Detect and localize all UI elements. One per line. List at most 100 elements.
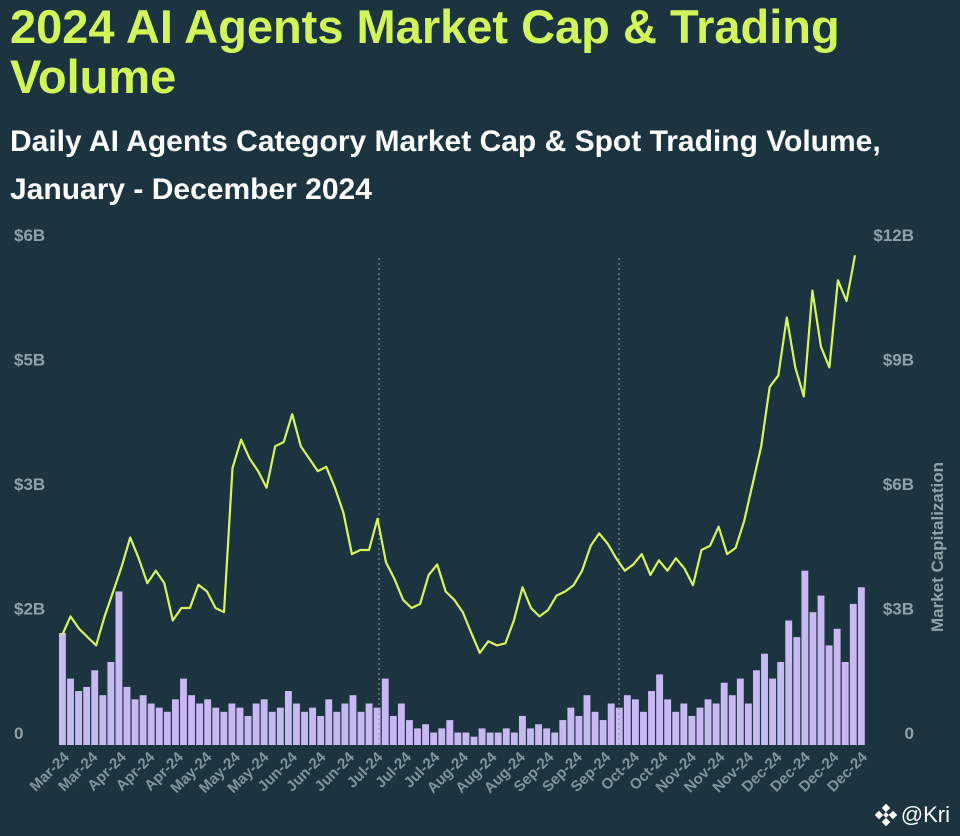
left-axis-tick: $2B (14, 600, 45, 619)
volume-bar (567, 707, 575, 745)
volume-bar (357, 711, 365, 745)
volume-bar (744, 703, 752, 745)
volume-bar (139, 695, 147, 745)
volume-bar (793, 637, 801, 745)
volume-bar (83, 686, 91, 745)
volume-bar (438, 728, 446, 745)
volume-bar (309, 707, 317, 745)
volume-bar (833, 628, 841, 745)
volume-bar (341, 703, 349, 745)
volume-bar (123, 686, 131, 745)
volume-bar (680, 703, 688, 745)
volume-bar (75, 691, 83, 745)
volume-bar (728, 695, 736, 745)
volume-bar (502, 728, 510, 745)
right-axis-tick: 0 (905, 724, 914, 743)
volume-bar (527, 728, 534, 745)
volume-bar (712, 703, 720, 745)
volume-bar (365, 703, 373, 745)
volume-bar (414, 728, 421, 745)
volume-bar (809, 612, 817, 745)
volume-bar (317, 715, 325, 745)
volume-bar (268, 711, 276, 745)
volume-bar (559, 720, 567, 745)
left-axis-tick: 0 (14, 724, 23, 743)
volume-bar (349, 695, 357, 745)
volume-bar (704, 699, 712, 745)
binance-logo-icon (874, 804, 897, 826)
volume-bar (59, 632, 66, 745)
volume-bars (59, 570, 865, 745)
volume-bar (656, 674, 664, 745)
volume-bar (623, 695, 631, 745)
volume-bar (696, 707, 704, 745)
volume-bar (301, 711, 308, 745)
volume-bar (397, 703, 405, 745)
volume-bar (107, 662, 115, 745)
volume-bar (430, 732, 438, 745)
volume-bar (777, 662, 785, 745)
volume-bar (204, 699, 212, 745)
volume-bar (196, 703, 204, 745)
volume-bar (817, 595, 825, 745)
volume-bar (293, 703, 300, 745)
volume-bar (212, 707, 220, 745)
x-axis-ticks: Mar-24Mar-24Apr-24Apr-24Apr-24May-24May-… (27, 748, 872, 796)
volume-bar (276, 707, 284, 745)
volume-bar (180, 678, 187, 745)
left-axis-tick: $3B (14, 475, 45, 494)
volume-bar (155, 707, 163, 745)
volume-bar (607, 703, 615, 745)
volume-bar (648, 691, 655, 745)
right-axis-tick: $12B (873, 226, 914, 245)
volume-bar (260, 699, 268, 745)
volume-bar (518, 715, 526, 745)
volume-bar (131, 699, 139, 745)
volume-bar (188, 695, 195, 745)
volume-bar (147, 703, 155, 745)
volume-bar (551, 732, 559, 745)
left-axis-tick: $6B (14, 226, 45, 245)
volume-bar (510, 732, 518, 745)
watermark: @Kri (874, 802, 950, 828)
volume-bar (171, 699, 179, 745)
volume-bar (599, 720, 607, 745)
right-axis-tick: $9B (883, 351, 914, 370)
volume-bar (325, 699, 333, 745)
volume-bar (99, 695, 107, 745)
volume-bar (801, 570, 809, 745)
volume-bar (720, 682, 728, 745)
right-axis-tick: $6B (883, 475, 914, 494)
volume-bar (91, 670, 99, 745)
volume-bar (115, 591, 123, 745)
left-axis-tick: $5B (14, 351, 45, 370)
volume-bar (640, 711, 647, 745)
volume-bar (422, 724, 430, 745)
volume-bar (615, 707, 623, 745)
volume-bar (454, 732, 462, 745)
right-axis-ticks: 0 $3B $6B $9B $12B (873, 226, 914, 743)
volume-bar (672, 711, 680, 745)
volume-bar (478, 728, 486, 745)
volume-bar (857, 587, 865, 745)
right-axis-tick: $3B (883, 600, 914, 619)
volume-bar (333, 711, 341, 745)
volume-bar (631, 699, 639, 745)
volume-bar (785, 620, 793, 745)
volume-bar (252, 703, 260, 745)
volume-bar (543, 728, 551, 745)
volume-bar (841, 662, 849, 745)
volume-bar (736, 678, 744, 745)
volume-bar (236, 707, 244, 745)
volume-bar (462, 732, 470, 745)
chart-title: 2024 AI Agents Market Cap & Trading Volu… (10, 0, 840, 103)
volume-bar (761, 653, 768, 745)
volume-bar (470, 736, 478, 745)
watermark-handle: @Kri (900, 802, 950, 827)
volume-bar (244, 715, 252, 745)
volume-bar (373, 707, 381, 745)
left-axis-ticks: 0 $2B $3B $5B $6B (14, 226, 45, 743)
volume-bar (753, 670, 760, 745)
volume-bar (220, 711, 228, 745)
